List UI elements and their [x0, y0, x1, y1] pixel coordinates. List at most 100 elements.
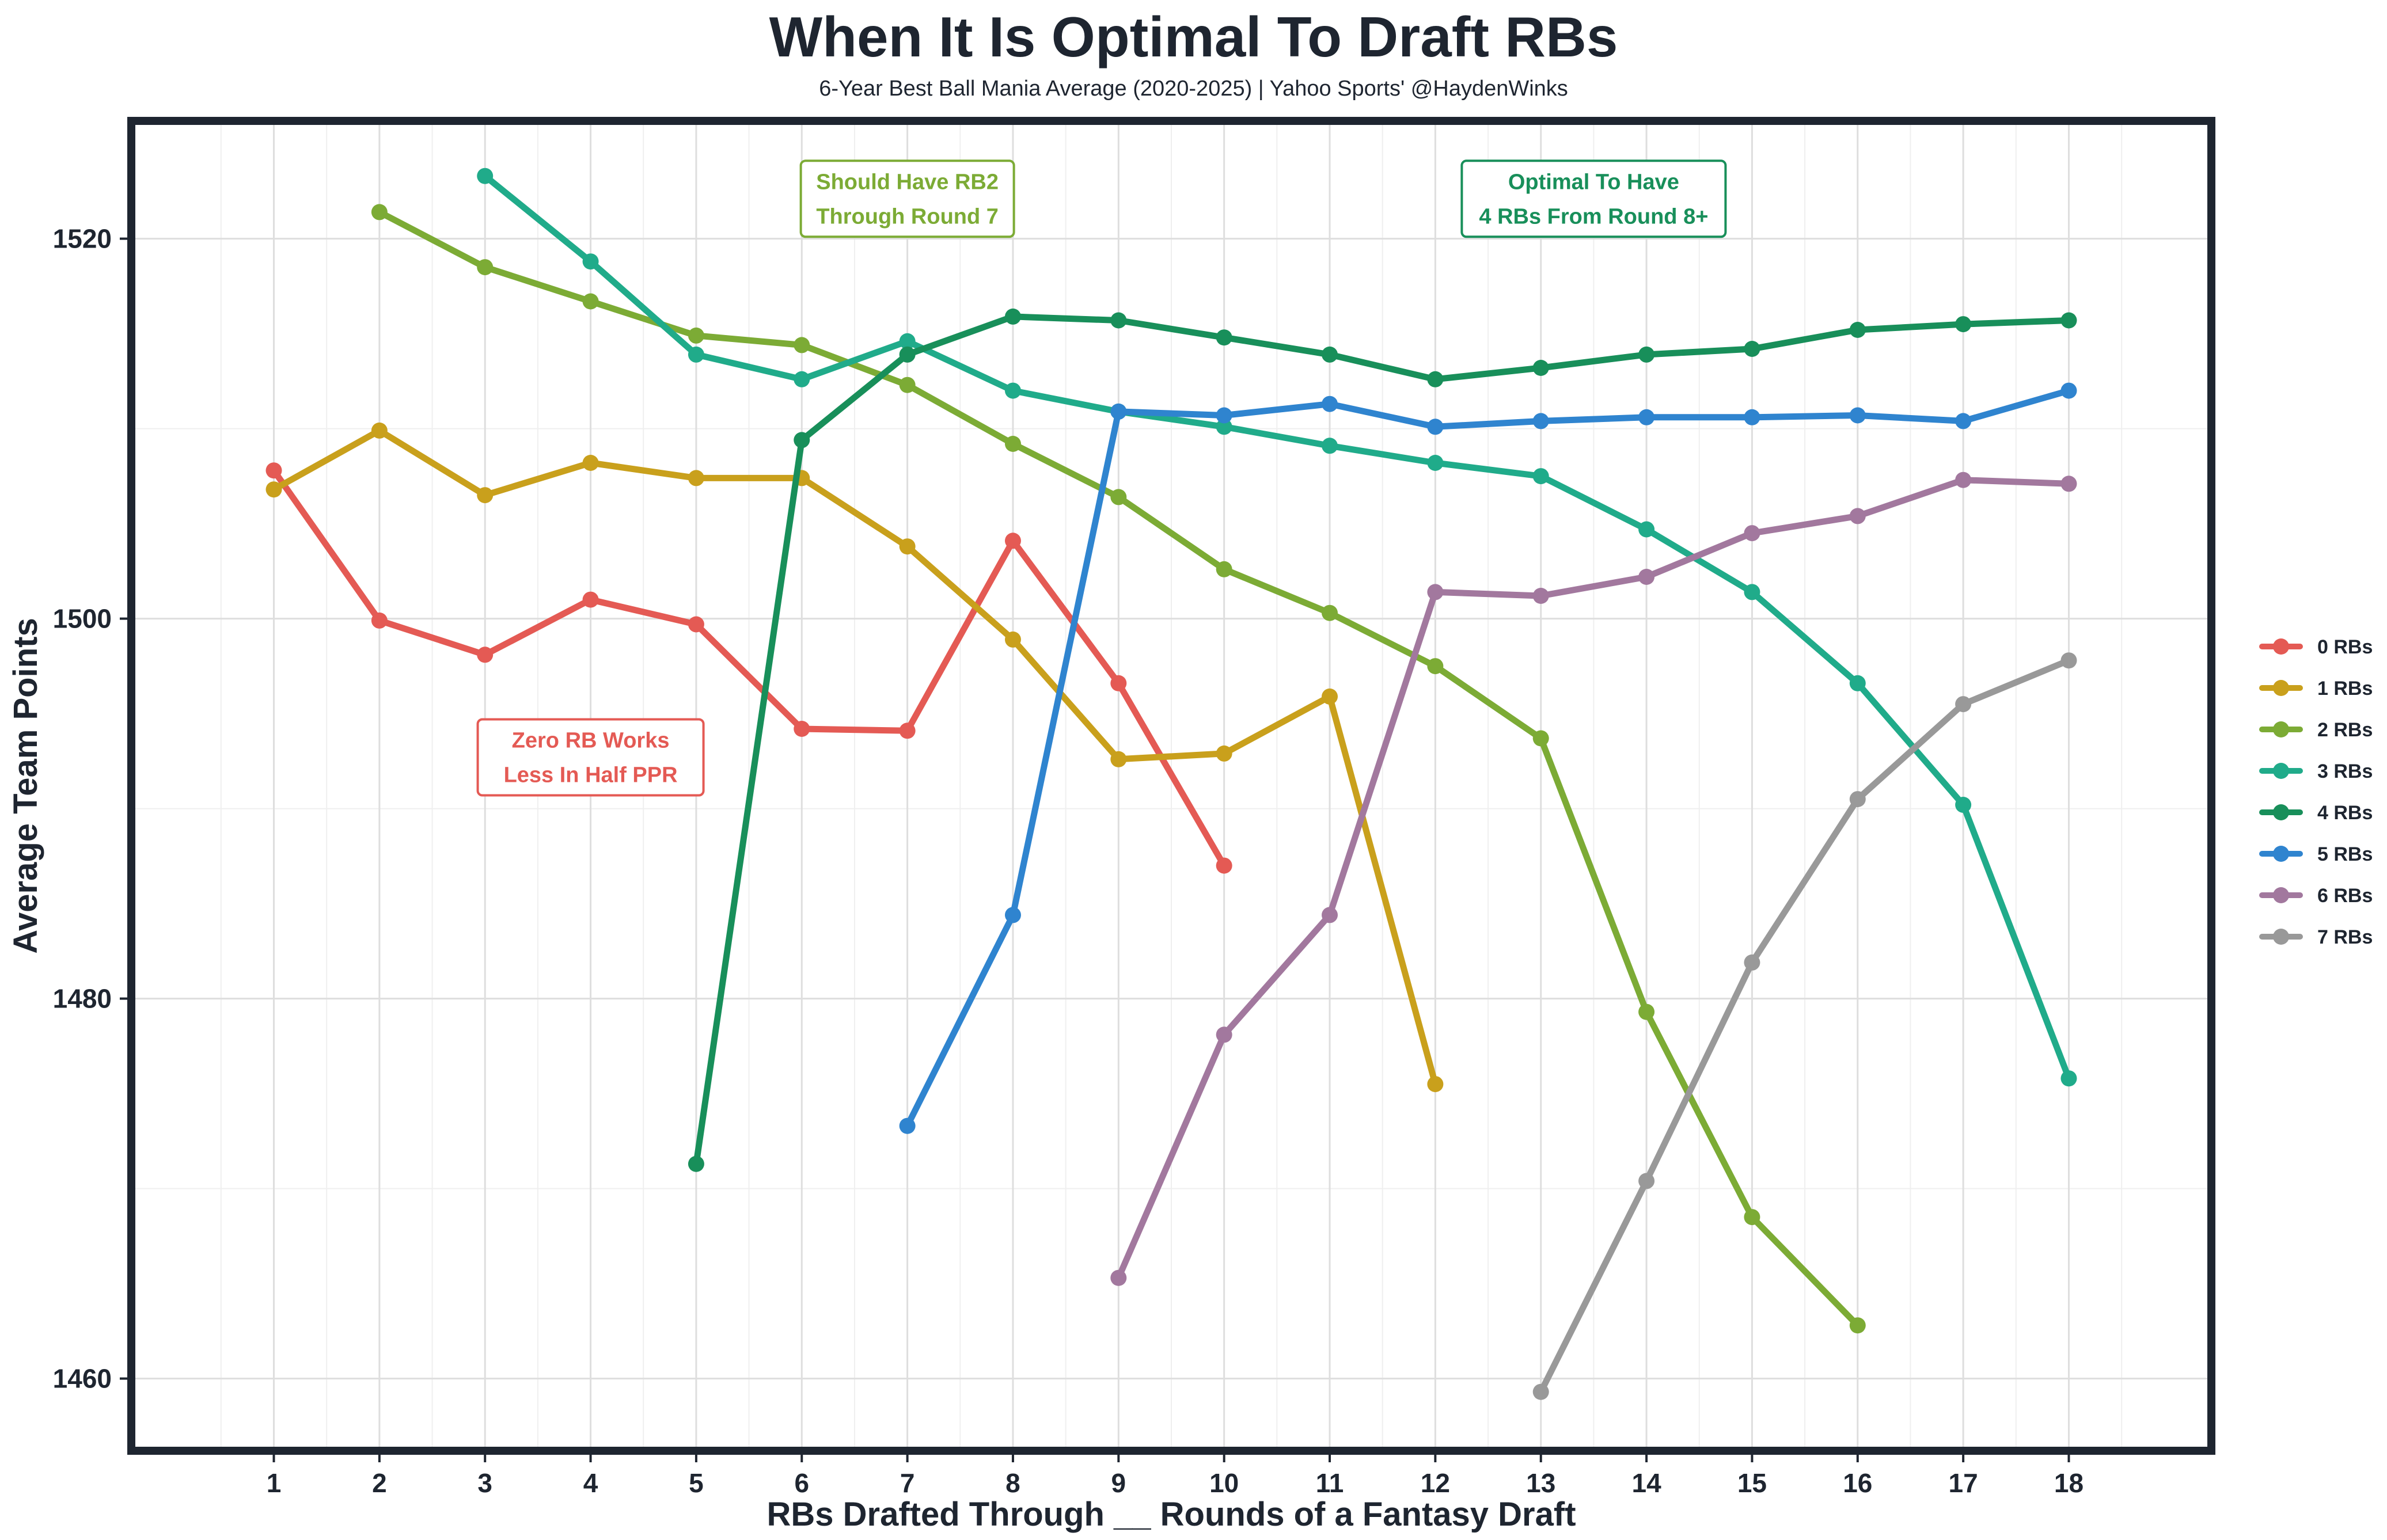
- data-point: [1427, 584, 1444, 600]
- data-point: [1004, 907, 1021, 923]
- legend-item: 6 RBs: [2259, 885, 2373, 907]
- y-tick-label: 1460: [53, 1364, 112, 1394]
- chart-title: When It Is Optimal To Draft RBs: [769, 5, 1618, 69]
- data-point: [1532, 588, 1549, 604]
- legend-label: 6 RBs: [2317, 885, 2373, 907]
- data-point: [688, 470, 704, 486]
- y-tick-label: 1480: [53, 984, 112, 1014]
- annotation-box: [476, 718, 705, 797]
- series-0-rbs: [265, 462, 1232, 874]
- data-point: [1849, 791, 1866, 808]
- legend-item: 7 RBs: [2259, 926, 2373, 948]
- data-point: [1322, 438, 1338, 454]
- annotation: Zero RB Works Less In Half PPR: [476, 718, 705, 797]
- data-point: [477, 259, 494, 276]
- legend-item: 5 RBs: [2259, 843, 2373, 865]
- data-point: [477, 487, 494, 504]
- data-point: [1638, 521, 1655, 538]
- data-point: [1216, 857, 1232, 874]
- x-tick-label: 5: [689, 1468, 704, 1498]
- data-point: [371, 612, 388, 629]
- data-point: [1322, 396, 1338, 412]
- series-3-rbs: [477, 168, 2077, 1087]
- annotation-text: Through Round 7: [816, 204, 999, 229]
- data-point: [2060, 476, 2077, 492]
- x-tick-label: 4: [583, 1468, 598, 1498]
- annotation: Optimal To Have 4 RBs From Round 8+: [1460, 159, 1727, 238]
- y-axis-ticks: 1460 1480 1500 1520: [53, 224, 127, 1394]
- data-point: [899, 723, 916, 739]
- annotation-box: [1460, 159, 1727, 238]
- data-point: [2060, 1070, 2077, 1087]
- data-point: [371, 422, 388, 439]
- data-point: [1216, 1026, 1232, 1043]
- legend-label: 4 RBs: [2317, 802, 2373, 824]
- data-point: [1004, 533, 1021, 549]
- annotation-text: Less In Half PPR: [504, 763, 678, 788]
- data-point: [1638, 409, 1655, 425]
- legend-swatch-point: [2273, 680, 2289, 696]
- grid-lines: [131, 121, 2211, 1451]
- data-point: [899, 538, 916, 555]
- data-point: [582, 591, 599, 608]
- data-point: [582, 293, 599, 310]
- series-line: [271, 467, 1228, 869]
- data-point: [1004, 631, 1021, 648]
- x-tick-label: 7: [900, 1468, 915, 1498]
- legend-item: 1 RBs: [2259, 678, 2373, 699]
- data-point: [1744, 409, 1760, 425]
- legend-item: 2 RBs: [2259, 719, 2373, 741]
- legend-swatch-point: [2273, 804, 2289, 820]
- legend-item: 3 RBs: [2259, 761, 2373, 782]
- data-point: [1110, 675, 1127, 691]
- data-point: [794, 432, 810, 448]
- x-tick-label: 18: [2054, 1468, 2084, 1498]
- data-point: [1744, 954, 1760, 971]
- data-point: [1955, 797, 1972, 813]
- data-point: [688, 327, 704, 344]
- data-point: [1744, 525, 1760, 542]
- x-tick-label: 2: [372, 1468, 387, 1498]
- data-point: [2060, 312, 2077, 329]
- data-point: [1955, 696, 1972, 713]
- data-point: [1532, 360, 1549, 376]
- data-point: [1955, 413, 1972, 429]
- x-tick-label: 14: [1631, 1468, 1661, 1498]
- data-point: [1216, 407, 1232, 424]
- y-axis-title: Average Team Points: [7, 618, 44, 953]
- legend-label: 0 RBs: [2317, 636, 2373, 658]
- legend-swatch-point: [2273, 638, 2289, 655]
- data-point: [1744, 341, 1760, 357]
- series-line: [271, 427, 1439, 1087]
- data-point: [1216, 419, 1232, 435]
- data-point: [1110, 751, 1127, 767]
- series-4-rbs: [688, 308, 2077, 1172]
- data-point: [1849, 508, 1866, 524]
- chart-subtitle: 6-Year Best Ball Mania Average (2020-202…: [819, 77, 1568, 101]
- x-tick-label: 8: [1005, 1468, 1020, 1498]
- x-axis-ticks: 1 2 3 4 5 6 7 8 9 10 11 12 13 14 15 16 17 18: [267, 1455, 2084, 1498]
- data-point: [1216, 745, 1232, 762]
- y-tick-label: 1500: [53, 604, 112, 634]
- data-point: [899, 346, 916, 363]
- series-line: [1115, 477, 2072, 1282]
- series-line: [481, 173, 2072, 1082]
- series-6-rbs: [1110, 471, 2077, 1286]
- legend: 0 RBs 1 RBs 2 RBs 3 RBs 4 RBs 5 RBs 6 RBs 7 RBs: [2259, 636, 2373, 948]
- plot-border: [127, 117, 2215, 1455]
- data-point: [1532, 413, 1549, 429]
- annotation-text: Should Have RB2: [816, 170, 999, 194]
- x-tick-label: 17: [1949, 1468, 1978, 1498]
- x-tick-label: 15: [1737, 1468, 1767, 1498]
- legend-swatch-point: [2273, 887, 2289, 903]
- data-point: [1322, 604, 1338, 621]
- legend-item: 0 RBs: [2259, 636, 2373, 658]
- data-point: [477, 647, 494, 663]
- data-point: [688, 1155, 704, 1172]
- y-tick-label: 1520: [53, 224, 112, 254]
- data-point: [1638, 1173, 1655, 1189]
- data-point: [899, 377, 916, 393]
- legend-label: 5 RBs: [2317, 843, 2373, 865]
- data-point: [899, 1117, 916, 1134]
